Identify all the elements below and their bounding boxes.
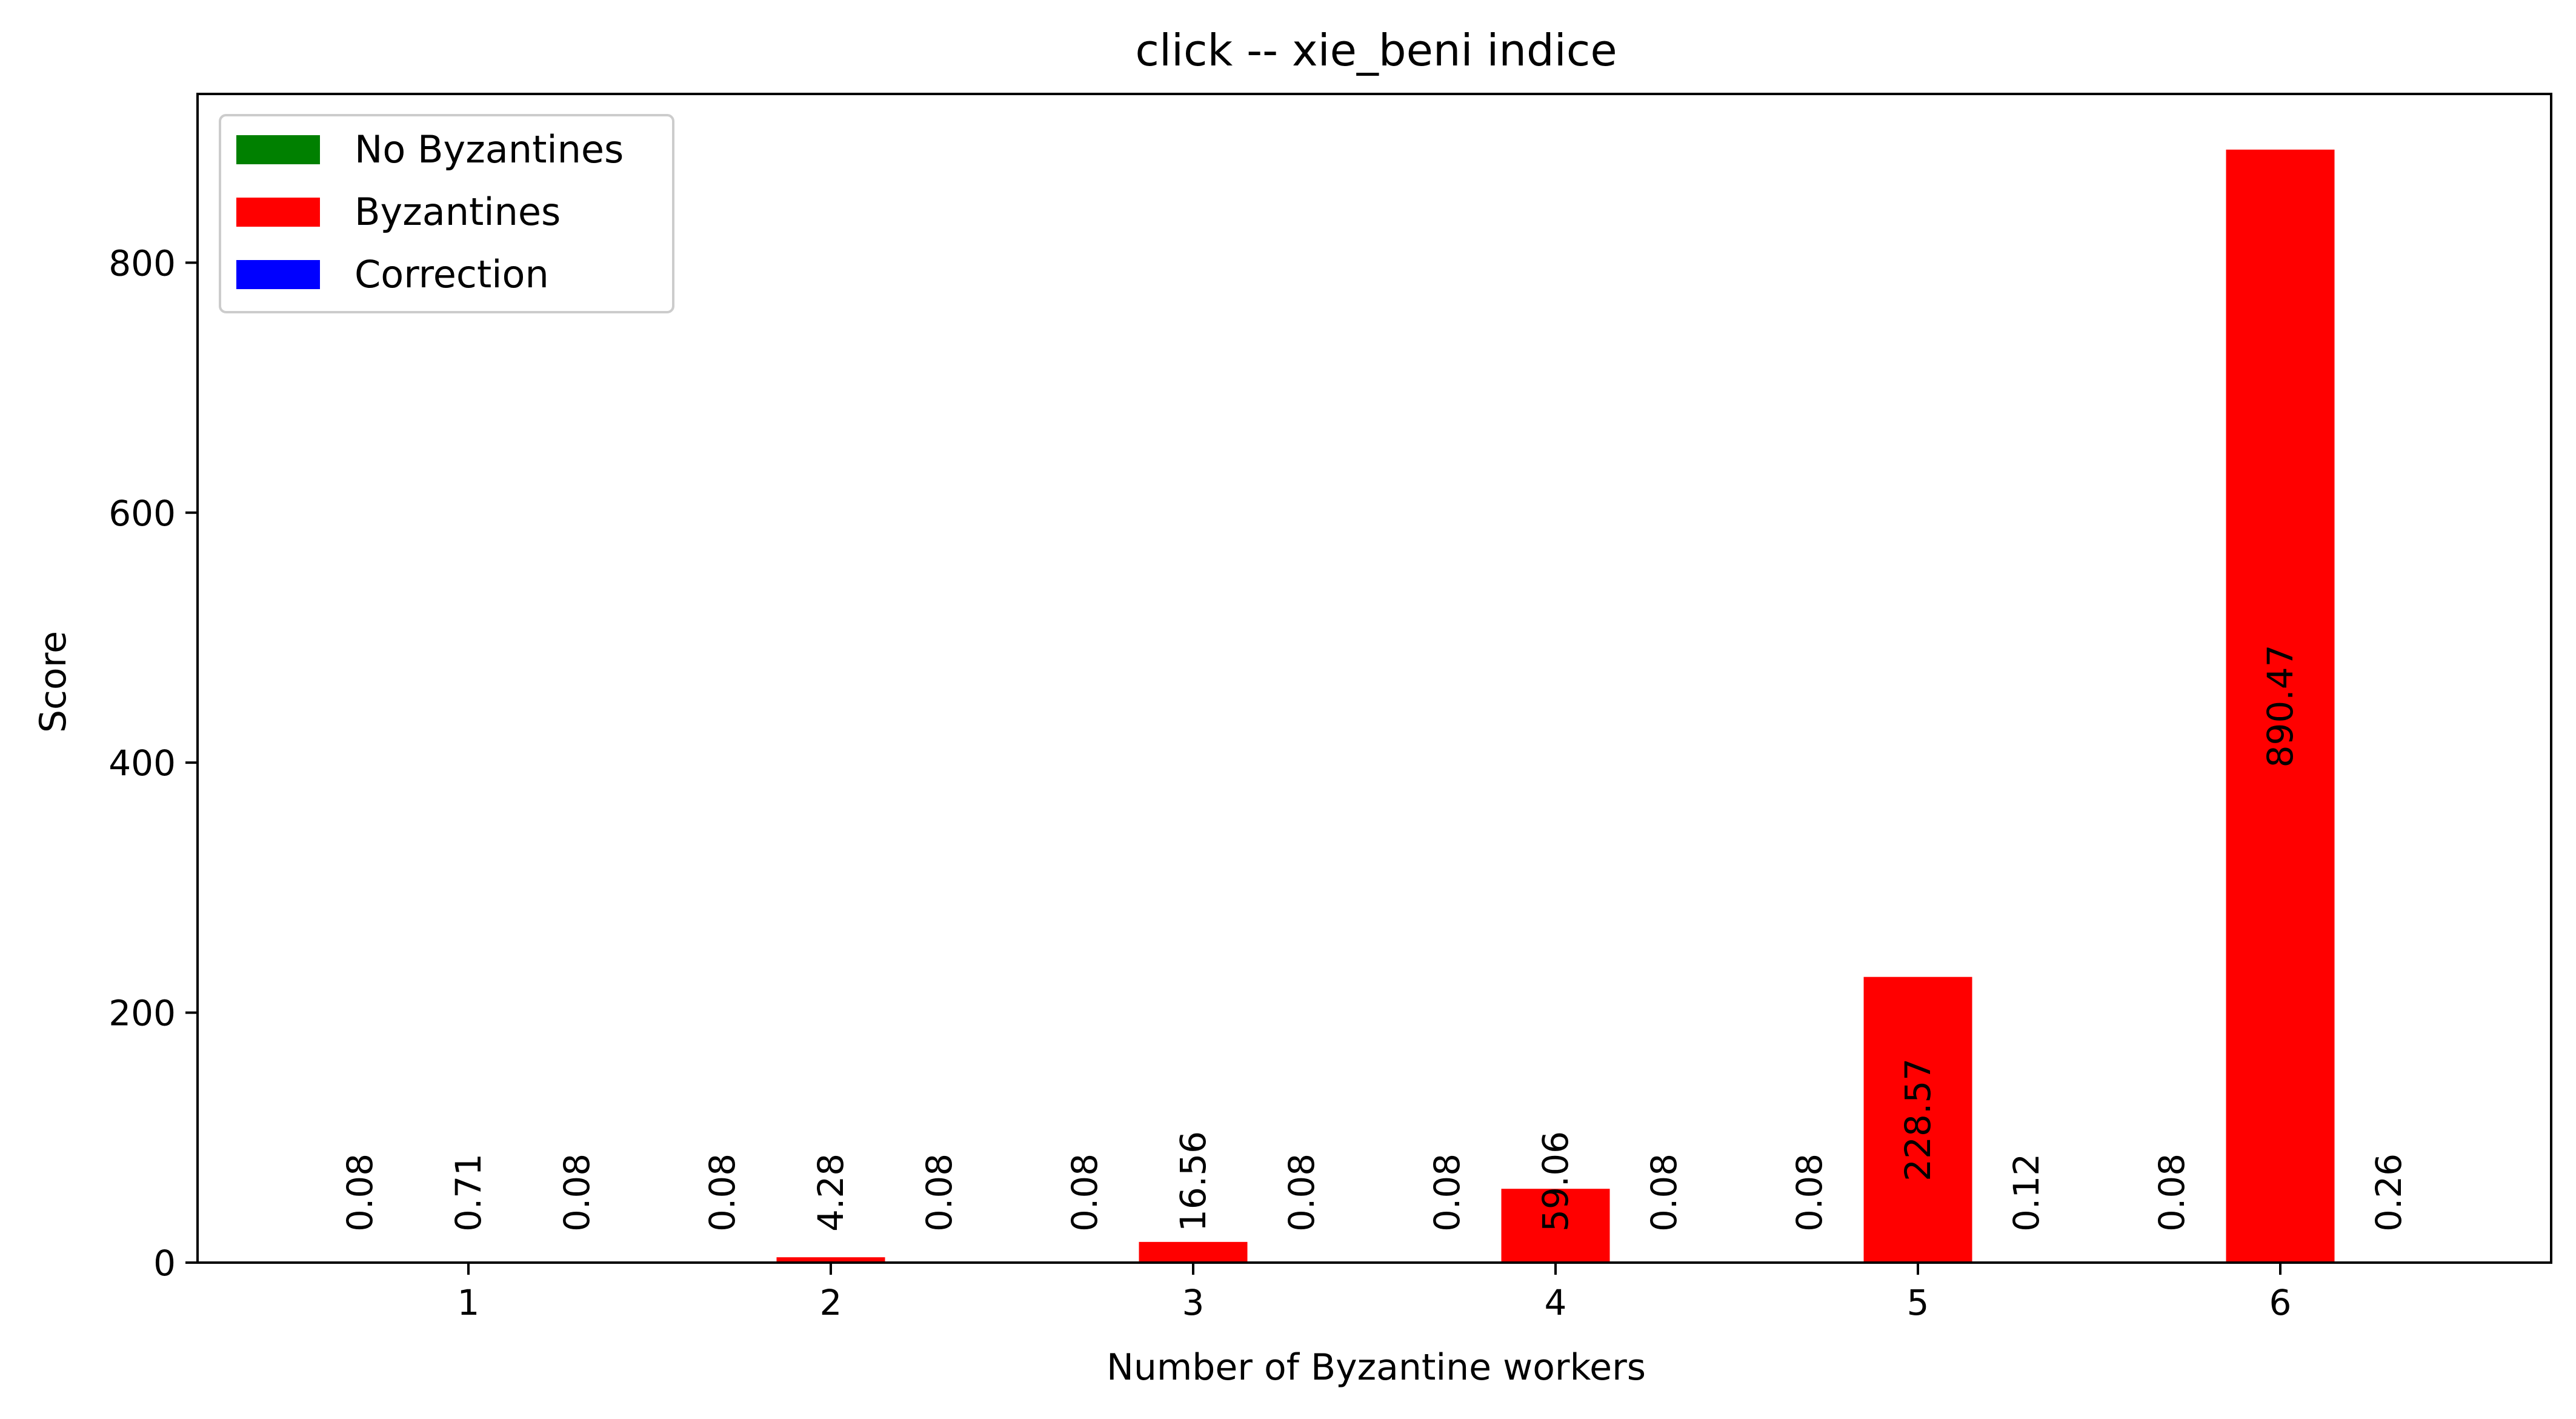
- x-tick-label: 2: [820, 1282, 842, 1323]
- y-tick-label: 400: [108, 743, 176, 784]
- bar-value-label: 4.28: [810, 1154, 851, 1232]
- chart-title: click -- xie_beni indice: [1135, 25, 1617, 76]
- legend-label: Byzantines: [354, 190, 561, 234]
- bar-value-label: 0.08: [339, 1154, 381, 1232]
- bar-value-label: 0.71: [448, 1154, 489, 1232]
- x-tick-label: 1: [458, 1282, 480, 1323]
- x-tick-label: 5: [1907, 1282, 1929, 1323]
- x-axis-label: Number of Byzantine workers: [1107, 1346, 1646, 1389]
- bar-value-label: 0.08: [702, 1154, 743, 1232]
- bar-value-label: 0.08: [556, 1154, 597, 1232]
- bar-value-label: 0.08: [1064, 1154, 1105, 1232]
- y-tick-label: 0: [153, 1243, 176, 1284]
- bar-value-label: 228.57: [1897, 1058, 1939, 1181]
- bar-value-label: 0.08: [1789, 1154, 1830, 1232]
- bar-value-label: 890.47: [2260, 644, 2301, 767]
- bar-value-label: 0.08: [1643, 1154, 1685, 1232]
- x-tick-label: 6: [2269, 1282, 2292, 1323]
- y-tick-label: 800: [108, 242, 176, 284]
- y-tick-label: 600: [108, 493, 176, 534]
- bar-value-label: 0.08: [919, 1154, 960, 1232]
- bars-layer: [305, 149, 2443, 1263]
- x-tick-label: 4: [1545, 1282, 1567, 1323]
- axes-layer: 0 200 400 600 800 1 2 3 4 5 6: [108, 93, 2552, 1323]
- x-tick-label: 3: [1182, 1282, 1205, 1323]
- legend-swatch: [236, 135, 320, 164]
- bar: [776, 1257, 885, 1263]
- legend-label: Correction: [354, 252, 549, 296]
- bar-value-label: 59.06: [1535, 1131, 1576, 1232]
- bar-value-label: 0.08: [1281, 1154, 1322, 1232]
- legend-swatch: [236, 260, 320, 289]
- bar: [2226, 149, 2335, 1263]
- bar: [1863, 977, 1972, 1263]
- bar-value-label: 0.26: [2368, 1154, 2409, 1232]
- bar-value-label: 0.08: [2151, 1154, 2192, 1232]
- legend-label: No Byzantines: [354, 127, 624, 172]
- bar: [1501, 1189, 1610, 1263]
- bar: [1139, 1241, 1248, 1263]
- bar-value-label: 16.56: [1173, 1131, 1214, 1232]
- legend: No Byzantines Byzantines Correction: [219, 114, 674, 313]
- bar-value-label: 0.12: [2006, 1154, 2047, 1232]
- legend-swatch: [236, 198, 320, 227]
- value-labels-layer: 0.08 0.08 0.08 0.08 0.08 0.08 0.71 4.28 16.56 59.…: [339, 644, 2409, 1232]
- plot-frame: [196, 93, 2552, 1264]
- y-axis-label: Score: [32, 631, 75, 733]
- legend-box: [219, 114, 674, 313]
- y-tick-label: 200: [108, 993, 176, 1034]
- bar-value-label: 0.08: [1426, 1154, 1468, 1232]
